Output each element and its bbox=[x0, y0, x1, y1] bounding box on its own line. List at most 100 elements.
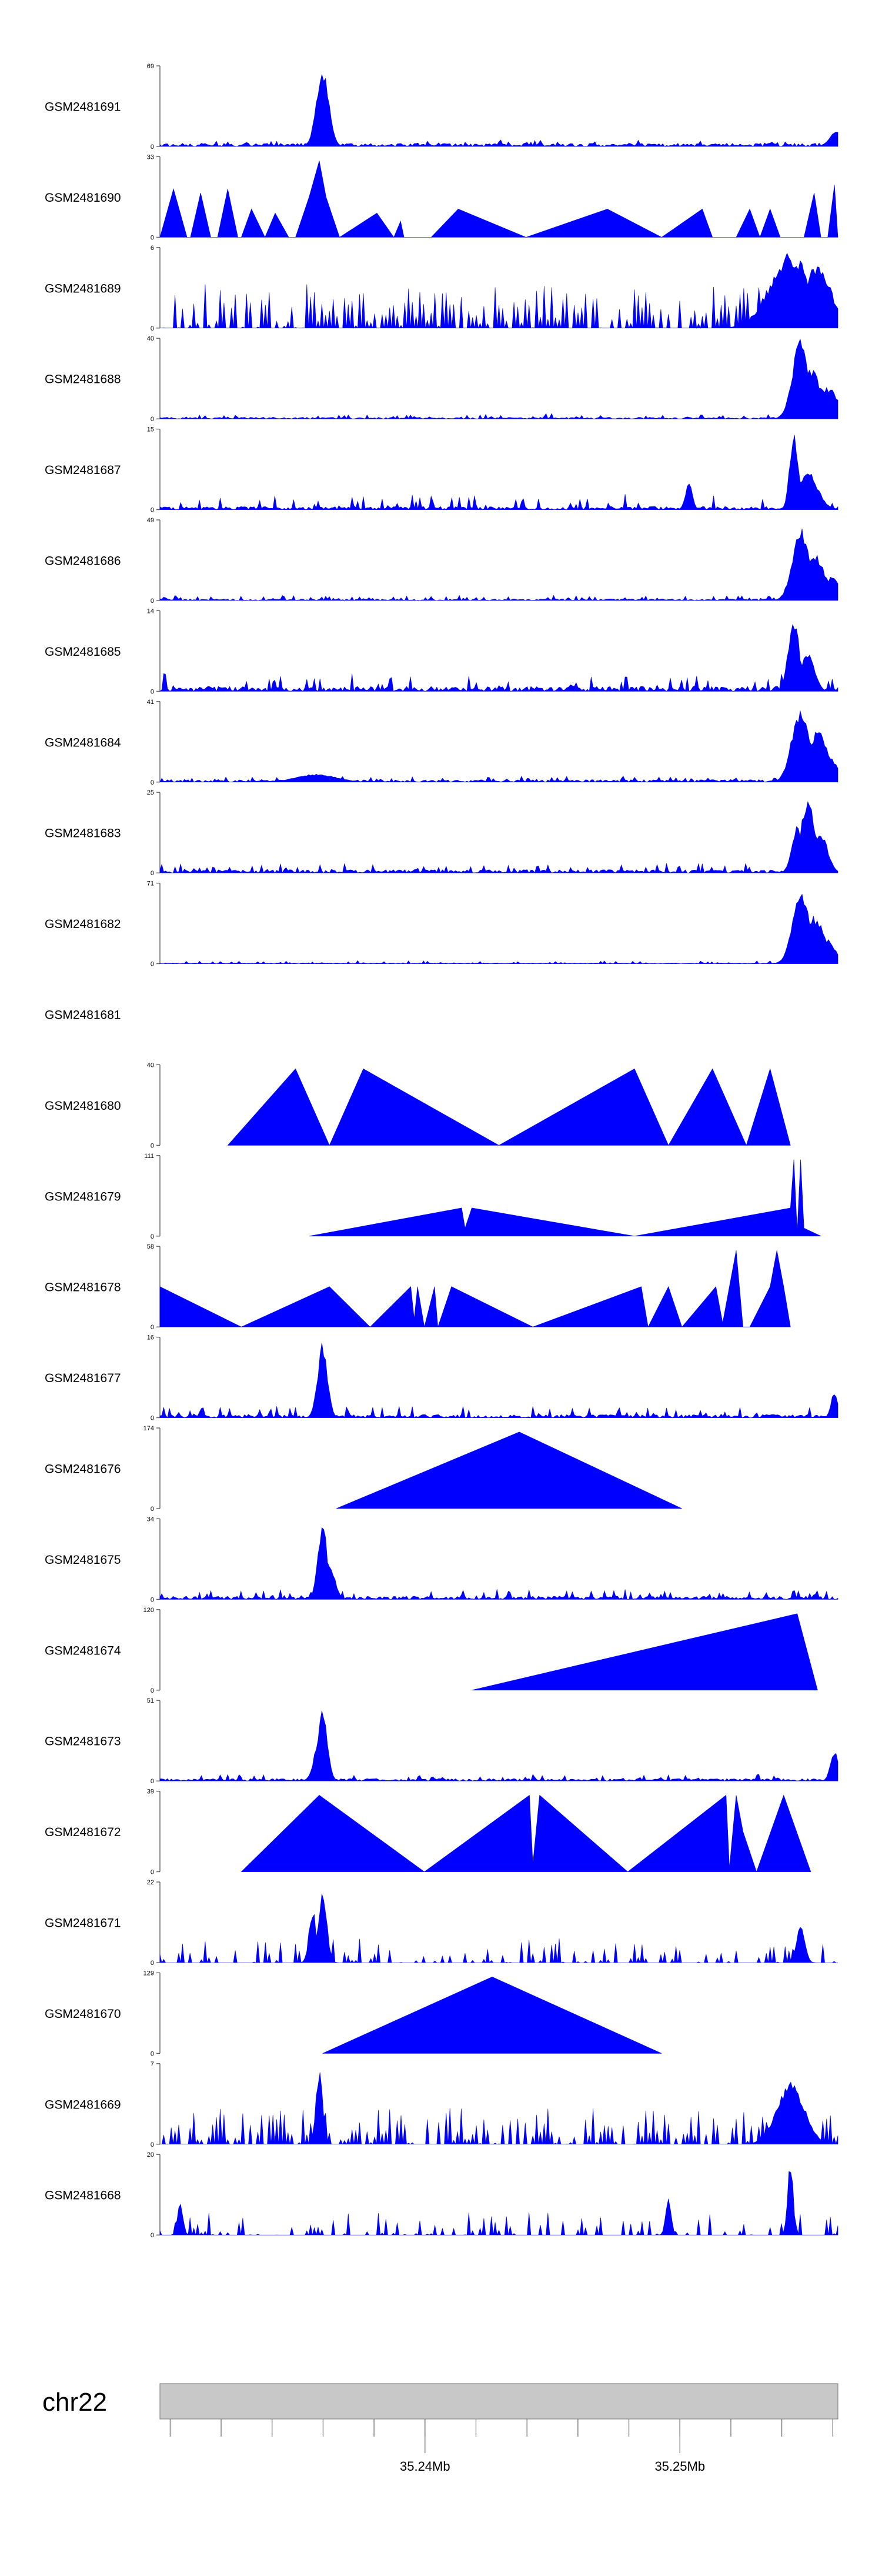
y-max-label: 39 bbox=[147, 1788, 154, 1796]
coverage-area bbox=[227, 1068, 791, 1146]
track-GSM2481670: GSM2481670 129 0 bbox=[45, 1970, 662, 2057]
y-min-label: 0 bbox=[151, 1142, 154, 1149]
track-label: GSM2481691 bbox=[45, 101, 121, 114]
track-label: GSM2481671 bbox=[45, 1917, 121, 1930]
track-label: GSM2481686 bbox=[45, 555, 121, 568]
track-GSM2481681: GSM2481681 bbox=[45, 1009, 121, 1022]
y-max-label: 16 bbox=[147, 1334, 154, 1342]
coverage-area bbox=[159, 1343, 838, 1419]
coverage-area bbox=[159, 74, 838, 147]
y-min-label: 0 bbox=[151, 1778, 154, 1785]
chromosome-label: chr22 bbox=[42, 2388, 107, 2417]
y-min-label: 0 bbox=[151, 961, 154, 968]
coverage-area bbox=[159, 1250, 791, 1328]
track-GSM2481673: GSM2481673 51 0 bbox=[45, 1697, 838, 1785]
track-label: GSM2481670 bbox=[45, 2007, 121, 2021]
track-GSM2481683: GSM2481683 25 0 bbox=[45, 789, 838, 877]
track-GSM2481677: GSM2481677 16 0 bbox=[45, 1334, 838, 1422]
track-label: GSM2481681 bbox=[45, 1009, 121, 1022]
y-min-label: 0 bbox=[151, 1324, 154, 1331]
y-min-label: 0 bbox=[151, 598, 154, 605]
coverage-area bbox=[159, 161, 838, 238]
y-min-label: 0 bbox=[151, 2141, 154, 2148]
track-label: GSM2481677 bbox=[45, 1372, 121, 1385]
y-min-label: 0 bbox=[151, 144, 154, 151]
y-min-label: 0 bbox=[151, 1233, 154, 1240]
track-GSM2481682: GSM2481682 71 0 bbox=[45, 880, 838, 968]
coverage-area bbox=[159, 1527, 838, 1600]
track-GSM2481689: GSM2481689 6 0 bbox=[45, 245, 838, 332]
track-GSM2481685: GSM2481685 14 0 bbox=[45, 608, 838, 695]
coverage-area bbox=[322, 1976, 662, 2054]
y-max-label: 33 bbox=[147, 154, 154, 161]
coverage-area bbox=[159, 893, 838, 964]
track-GSM2481679: GSM2481679 111 0 bbox=[45, 1153, 821, 1240]
coverage-area bbox=[472, 1613, 818, 1691]
track-GSM2481691: GSM2481691 69 0 bbox=[45, 63, 838, 151]
coverage-area bbox=[159, 435, 838, 510]
track-GSM2481672: GSM2481672 39 0 bbox=[45, 1788, 811, 1876]
track-label: GSM2481690 bbox=[45, 191, 121, 205]
y-min-label: 0 bbox=[151, 507, 154, 514]
y-max-label: 129 bbox=[143, 1970, 154, 1977]
coverage-area bbox=[159, 710, 838, 783]
track-label: GSM2481676 bbox=[45, 1463, 121, 1476]
track-label: GSM2481687 bbox=[45, 463, 121, 477]
coverage-area bbox=[159, 801, 838, 873]
y-max-label: 120 bbox=[143, 1607, 154, 1614]
coverage-area bbox=[160, 252, 838, 329]
coverage-area bbox=[159, 338, 838, 419]
track-label: GSM2481685 bbox=[45, 645, 121, 659]
track-label: GSM2481680 bbox=[45, 1099, 121, 1113]
y-min-label: 0 bbox=[151, 416, 154, 423]
track-label: GSM2481684 bbox=[45, 736, 121, 749]
y-max-label: 40 bbox=[147, 335, 154, 342]
coverage-area bbox=[159, 1894, 838, 1964]
y-max-label: 71 bbox=[147, 880, 154, 887]
coverage-area bbox=[159, 529, 838, 601]
y-max-label: 49 bbox=[147, 517, 154, 524]
y-max-label: 111 bbox=[144, 1153, 154, 1160]
y-max-label: 40 bbox=[147, 1062, 154, 1069]
coverage-area bbox=[309, 1159, 821, 1237]
y-max-label: 20 bbox=[147, 2151, 154, 2158]
ideogram-bar bbox=[159, 2383, 838, 2420]
coverage-area bbox=[336, 1432, 682, 1509]
y-max-label: 7 bbox=[151, 2061, 154, 2068]
y-min-label: 0 bbox=[151, 2050, 154, 2057]
track-label: GSM2481668 bbox=[45, 2189, 121, 2203]
y-max-label: 34 bbox=[147, 1516, 154, 1523]
track-label: GSM2481689 bbox=[45, 282, 121, 295]
y-min-label: 0 bbox=[151, 2232, 154, 2239]
y-max-label: 15 bbox=[147, 426, 154, 433]
y-max-label: 41 bbox=[147, 699, 154, 706]
track-label: GSM2481669 bbox=[45, 2098, 121, 2111]
y-min-label: 0 bbox=[151, 1415, 154, 1422]
track-GSM2481671: GSM2481671 22 0 bbox=[45, 1879, 838, 1967]
y-max-label: 6 bbox=[151, 245, 154, 252]
y-min-label: 0 bbox=[151, 325, 154, 332]
track-GSM2481668: GSM2481668 20 0 bbox=[45, 2151, 838, 2239]
track-GSM2481675: GSM2481675 34 0 bbox=[45, 1516, 838, 1603]
track-GSM2481669: GSM2481669 7 0 bbox=[45, 2061, 838, 2148]
coverage-area bbox=[159, 623, 838, 692]
track-label: GSM2481675 bbox=[45, 1553, 121, 1567]
track-label: GSM2481688 bbox=[45, 373, 121, 386]
y-min-label: 0 bbox=[151, 1596, 154, 1603]
track-label: GSM2481672 bbox=[45, 1826, 121, 1839]
coverage-area bbox=[159, 1710, 838, 1781]
y-max-label: 14 bbox=[147, 608, 154, 615]
track-GSM2481678: GSM2481678 58 0 bbox=[45, 1243, 791, 1331]
track-GSM2481676: GSM2481676 174 0 bbox=[45, 1425, 682, 1513]
track-GSM2481680: GSM2481680 40 0 bbox=[45, 1062, 791, 1149]
axis-tick-label: 35.24Mb bbox=[400, 2459, 450, 2474]
y-max-label: 58 bbox=[147, 1243, 154, 1250]
y-max-label: 51 bbox=[147, 1697, 154, 1704]
y-min-label: 0 bbox=[151, 1687, 154, 1694]
track-GSM2481684: GSM2481684 41 0 bbox=[45, 699, 838, 786]
y-min-label: 0 bbox=[151, 870, 154, 877]
track-GSM2481686: GSM2481686 49 0 bbox=[45, 517, 838, 605]
y-max-label: 22 bbox=[147, 1879, 154, 1886]
y-min-label: 0 bbox=[151, 779, 154, 786]
